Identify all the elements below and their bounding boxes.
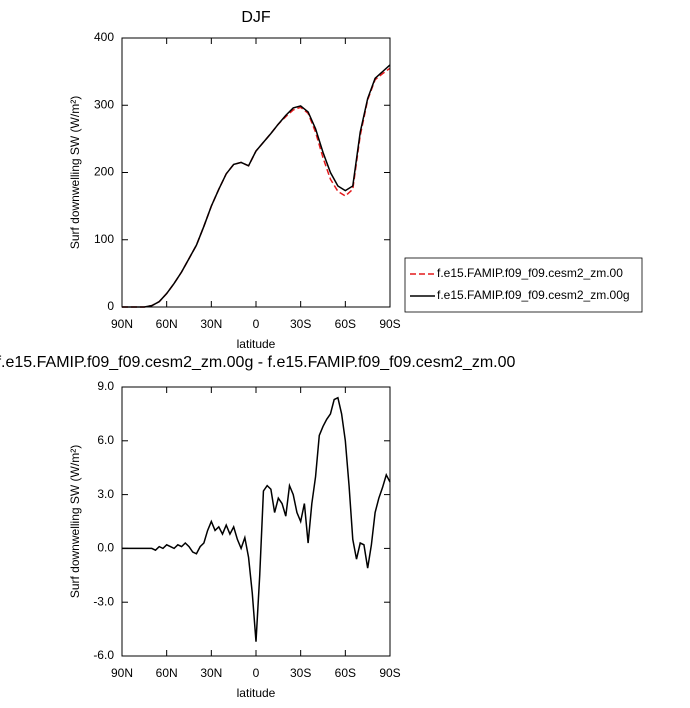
x-tick-label: 0 — [253, 317, 260, 331]
plot-frame — [121, 37, 391, 308]
x-tick-label: 30S — [290, 317, 311, 331]
x-tick-label: 90N — [111, 666, 133, 680]
y-tick-label: 0 — [107, 299, 114, 313]
y-tick-label: 0.0 — [97, 541, 114, 555]
legend-box — [404, 257, 643, 313]
x-tick-label: 90N — [111, 317, 133, 331]
plot-frame — [121, 386, 391, 657]
y-tick-label: 9.0 — [97, 379, 114, 393]
x-tick-label: 60S — [335, 666, 356, 680]
y-tick-label: 300 — [94, 97, 114, 111]
data-line — [122, 64, 391, 308]
y-tick-label: 6.0 — [97, 433, 114, 447]
x-tick-label: 0 — [253, 666, 260, 680]
data-line — [122, 396, 391, 642]
legend-label: f.e15.FAMIP.f09_f09.cesm2_zm.00g — [437, 288, 630, 302]
x-axis-label: latitude — [237, 337, 276, 351]
y-axis-label: Surf downwelling SW (W/m²) — [68, 445, 82, 598]
x-tick-label: 30N — [200, 317, 222, 331]
x-tick-label: 60N — [156, 666, 178, 680]
x-tick-label: 90S — [379, 317, 400, 331]
y-tick-label: 100 — [94, 232, 114, 246]
x-axis-label: latitude — [237, 686, 276, 700]
x-tick-label: 60S — [335, 317, 356, 331]
y-tick-label: 3.0 — [97, 487, 114, 501]
x-tick-label: 90S — [379, 666, 400, 680]
x-tick-label: 60N — [156, 317, 178, 331]
x-tick-label: 30N — [200, 666, 222, 680]
y-tick-label: 400 — [94, 30, 114, 44]
y-tick-label: 200 — [94, 165, 114, 179]
x-tick-label: 30S — [290, 666, 311, 680]
y-tick-label: -6.0 — [93, 648, 114, 662]
chart-title: f.e15.FAMIP.f09_f09.cesm2_zm.00g - f.e15… — [0, 354, 516, 371]
legend-label: f.e15.FAMIP.f09_f09.cesm2_zm.00 — [437, 266, 623, 280]
chart-title: DJF — [241, 9, 271, 26]
y-axis-label: Surf downwelling SW (W/m²) — [68, 96, 82, 249]
y-tick-label: -3.0 — [93, 594, 114, 608]
